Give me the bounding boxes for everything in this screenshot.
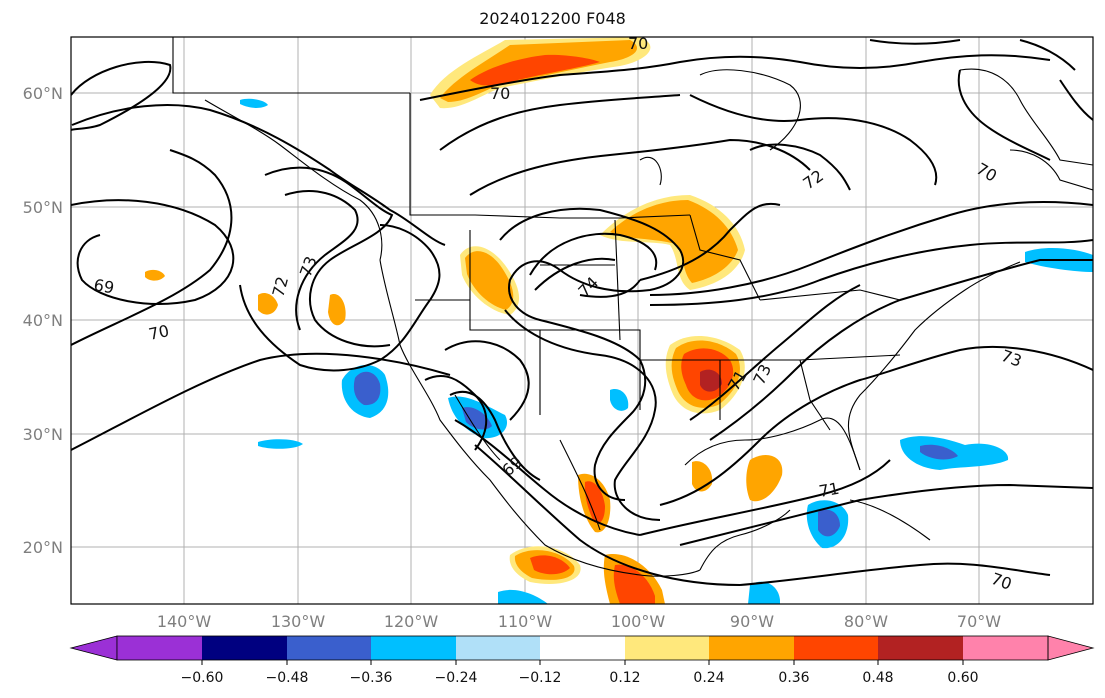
lat-tick-label: 50°N bbox=[23, 198, 63, 217]
colorbar-tick-label: 0.60 bbox=[947, 670, 978, 686]
lat-tick-label: 20°N bbox=[23, 538, 63, 557]
height-contours bbox=[71, 39, 1093, 586]
lon-tick-label: 70°W bbox=[957, 612, 1001, 631]
colorbar-extend-low bbox=[69, 635, 118, 661]
colorbar-segment bbox=[794, 636, 878, 660]
lat-tick-label: 40°N bbox=[23, 311, 63, 330]
colorbar-extend-high bbox=[1047, 635, 1095, 661]
colorbar-segment bbox=[117, 636, 202, 660]
contour-label: 71 bbox=[817, 479, 840, 501]
lon-tick-label: 90°W bbox=[730, 612, 774, 631]
colorbar-tick-label: −0.60 bbox=[181, 670, 224, 686]
contour-label: 69 bbox=[92, 275, 115, 297]
map-title: 2024012200 F048 bbox=[479, 9, 626, 28]
colorbar-tick-label: 0.36 bbox=[778, 670, 809, 686]
contour-label: 70 bbox=[628, 34, 648, 53]
coastlines-and-borders bbox=[172, 37, 1093, 577]
colorbar-tick-label: 0.12 bbox=[609, 670, 640, 686]
colorbar-segment bbox=[709, 636, 794, 660]
colorbar-tick-label: 0.24 bbox=[693, 670, 724, 686]
lon-tick-label: 140°W bbox=[157, 612, 212, 631]
colorbar: −0.60 −0.48 −0.36 −0.24 −0.12 0.12 0.24 … bbox=[69, 635, 1095, 686]
colorbar-segment bbox=[963, 636, 1048, 660]
colorbar-segment bbox=[540, 636, 625, 660]
lon-tick-label: 110°W bbox=[498, 612, 553, 631]
latitude-tick-labels: 60°N 50°N 40°N 30°N 20°N bbox=[23, 84, 63, 557]
colorbar-tick-label: −0.36 bbox=[350, 670, 393, 686]
contour-label: 70 bbox=[147, 321, 171, 344]
colorbar-tick-label: −0.12 bbox=[519, 670, 562, 686]
colorbar-segment bbox=[287, 636, 371, 660]
colorbar-tick-label: 0.48 bbox=[862, 670, 893, 686]
lon-tick-label: 100°W bbox=[611, 612, 666, 631]
map-frame bbox=[70, 36, 1094, 605]
colorbar-segment bbox=[878, 636, 963, 660]
colorbar-segment bbox=[202, 636, 287, 660]
lat-tick-label: 60°N bbox=[23, 84, 63, 103]
colorbar-tick-label: −0.48 bbox=[266, 670, 309, 686]
colorbar-segment bbox=[456, 636, 540, 660]
colorbar-tick-label: −0.24 bbox=[435, 670, 478, 686]
lon-tick-label: 120°W bbox=[384, 612, 439, 631]
longitude-tick-labels: 140°W 130°W 120°W 110°W 100°W 90°W 80°W … bbox=[157, 612, 1001, 631]
lon-tick-label: 130°W bbox=[271, 612, 326, 631]
contour-label: 72 bbox=[269, 274, 293, 299]
lat-tick-label: 30°N bbox=[23, 425, 63, 444]
lon-tick-label: 80°W bbox=[844, 612, 888, 631]
contour-label: 70 bbox=[490, 84, 510, 103]
shaded-anomaly-fields bbox=[145, 37, 1093, 604]
colorbar-segment bbox=[371, 636, 456, 660]
colorbar-segment bbox=[625, 636, 709, 660]
